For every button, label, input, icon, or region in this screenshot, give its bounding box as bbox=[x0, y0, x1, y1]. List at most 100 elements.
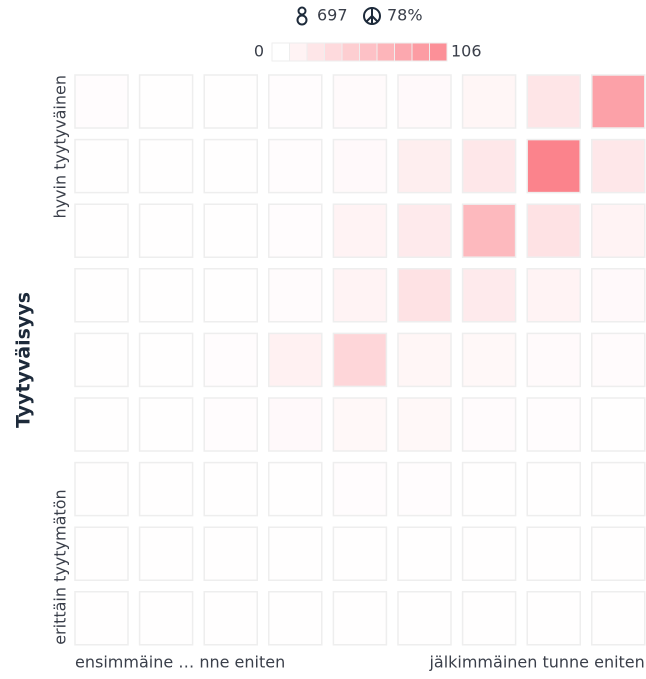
heatmap-cell bbox=[332, 526, 388, 581]
heatmap-cell bbox=[74, 526, 129, 581]
heatmap-cell bbox=[74, 461, 129, 517]
heatmap-cell bbox=[138, 74, 194, 129]
heatmap-cell bbox=[526, 461, 581, 517]
heatmap-cell bbox=[74, 397, 129, 452]
heatmap-cell bbox=[591, 203, 646, 258]
heatmap-cell bbox=[332, 268, 388, 323]
heatmap-cell bbox=[461, 526, 517, 581]
heatmap-cell bbox=[397, 461, 452, 517]
heatmap-cell bbox=[332, 332, 388, 388]
heatmap-cell bbox=[461, 268, 517, 323]
legend-swatch bbox=[271, 42, 290, 62]
heatmap-cell bbox=[526, 591, 581, 646]
y-tick-label: erittäin tyytymätön bbox=[51, 489, 70, 644]
heatmap-cell bbox=[332, 203, 388, 258]
heatmap-cell bbox=[138, 268, 194, 323]
heatmap-cell bbox=[461, 461, 517, 517]
y-axis-title: Tyytyväisyys bbox=[13, 292, 35, 428]
legend-swatch bbox=[341, 42, 360, 62]
heatmap-cell bbox=[268, 332, 323, 388]
heatmap-cell bbox=[138, 397, 194, 452]
heatmap-cell bbox=[268, 138, 323, 194]
heatmap-cell bbox=[591, 591, 646, 646]
heatmap-cell bbox=[591, 268, 646, 323]
heatmap-cell bbox=[591, 526, 646, 581]
heatmap-cell bbox=[332, 397, 388, 452]
heatmap-cell bbox=[332, 138, 388, 194]
heatmap-cell bbox=[332, 461, 388, 517]
heatmap-cell bbox=[461, 332, 517, 388]
heatmap-cell bbox=[332, 591, 388, 646]
heatmap-cell bbox=[74, 591, 129, 646]
legend-min: 0 bbox=[254, 42, 264, 61]
legend-swatch bbox=[429, 42, 448, 62]
heatmap-cell bbox=[591, 138, 646, 194]
heatmap-cell bbox=[203, 526, 258, 581]
legend-swatch bbox=[376, 42, 395, 62]
heatmap-cell bbox=[74, 203, 129, 258]
legend-swatch bbox=[289, 42, 308, 62]
heatmap-cell bbox=[138, 332, 194, 388]
heatmap-cell bbox=[526, 526, 581, 581]
legend-swatch bbox=[394, 42, 413, 62]
heatmap-cell bbox=[397, 397, 452, 452]
heatmap-cell bbox=[397, 332, 452, 388]
heatmap-cell bbox=[461, 591, 517, 646]
peace-icon bbox=[363, 7, 381, 25]
heatmap-cell bbox=[268, 203, 323, 258]
heatmap-cell bbox=[591, 461, 646, 517]
heatmap-cell bbox=[526, 268, 581, 323]
heatmap-cell bbox=[203, 332, 258, 388]
heatmap-cell bbox=[526, 138, 581, 194]
heatmap-cell bbox=[203, 461, 258, 517]
y-tick-label: hyvin tyytyväinen bbox=[51, 75, 70, 219]
heatmap-cell bbox=[138, 461, 194, 517]
heatmap-cell bbox=[203, 203, 258, 258]
legend-swatch bbox=[324, 42, 343, 62]
legend-swatch bbox=[359, 42, 378, 62]
heatmap-cell bbox=[461, 138, 517, 194]
heatmap-cell bbox=[268, 74, 323, 129]
heatmap-cell bbox=[203, 74, 258, 129]
heatmap-cell bbox=[591, 332, 646, 388]
heatmap-cell bbox=[461, 203, 517, 258]
heatmap-cell bbox=[268, 526, 323, 581]
heatmap-cell bbox=[397, 74, 452, 129]
heatmap-cell bbox=[203, 268, 258, 323]
legend-swatch bbox=[306, 42, 325, 62]
heatmap-cell bbox=[397, 138, 452, 194]
legend-swatch bbox=[411, 42, 430, 62]
heatmap-cell bbox=[591, 397, 646, 452]
share-value: 78% bbox=[387, 6, 423, 25]
heatmap-cell bbox=[526, 203, 581, 258]
person-icon bbox=[296, 6, 308, 26]
heatmap-cell bbox=[74, 138, 129, 194]
x-tick-label: ensimmäine … nne eniten bbox=[75, 653, 285, 672]
heatmap-cell bbox=[268, 461, 323, 517]
heatmap-cell bbox=[526, 332, 581, 388]
heatmap-cell bbox=[203, 397, 258, 452]
heatmap-cell bbox=[397, 203, 452, 258]
heatmap-cell bbox=[397, 591, 452, 646]
heatmap-cell bbox=[203, 138, 258, 194]
heatmap-cell bbox=[74, 74, 129, 129]
heatmap-cell bbox=[138, 203, 194, 258]
heatmap-cell bbox=[203, 591, 258, 646]
legend-max: 106 bbox=[451, 42, 482, 61]
heatmap-cell bbox=[461, 397, 517, 452]
heatmap-cell bbox=[268, 268, 323, 323]
heatmap-cell bbox=[268, 591, 323, 646]
heatmap-cell bbox=[526, 397, 581, 452]
heatmap-cell bbox=[74, 332, 129, 388]
heatmap-cell bbox=[591, 74, 646, 129]
heatmap-cell bbox=[397, 526, 452, 581]
x-tick-label: jälkimmäinen tunne eniten bbox=[428, 653, 644, 672]
heatmap-cell bbox=[268, 397, 323, 452]
heatmap-cell bbox=[526, 74, 581, 129]
respondent-count: 697 bbox=[317, 6, 348, 25]
heatmap-cell bbox=[138, 526, 194, 581]
heatmap-cell bbox=[138, 591, 194, 646]
heatmap-cell bbox=[138, 138, 194, 194]
heatmap-cell bbox=[461, 74, 517, 129]
